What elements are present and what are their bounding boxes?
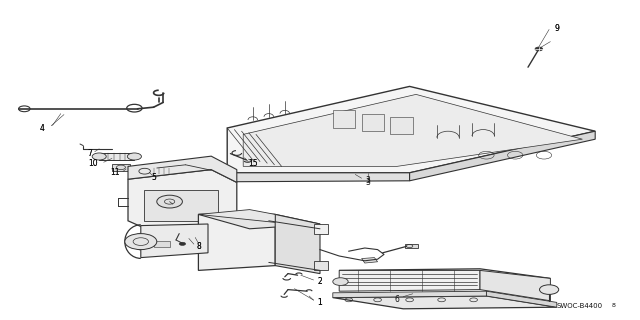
Text: 3: 3: [365, 178, 371, 187]
Text: 8: 8: [196, 242, 201, 251]
Bar: [405, 244, 418, 248]
Bar: [333, 110, 355, 128]
Text: 6: 6: [394, 295, 399, 304]
Text: 15: 15: [248, 159, 258, 168]
Circle shape: [125, 234, 157, 250]
Text: 5: 5: [151, 173, 156, 182]
Text: 7: 7: [87, 149, 92, 158]
Bar: [144, 190, 218, 221]
Text: 9: 9: [554, 24, 559, 33]
Polygon shape: [227, 86, 595, 173]
Text: 1: 1: [317, 298, 323, 307]
Bar: [314, 224, 328, 234]
Polygon shape: [128, 156, 237, 182]
Text: 10: 10: [88, 159, 98, 168]
Circle shape: [535, 47, 543, 51]
Polygon shape: [198, 210, 275, 222]
Circle shape: [157, 195, 182, 208]
Polygon shape: [333, 296, 557, 309]
Text: 8: 8: [611, 303, 615, 308]
Polygon shape: [339, 270, 480, 291]
Text: 7: 7: [87, 149, 92, 158]
Polygon shape: [339, 269, 550, 280]
Polygon shape: [333, 291, 486, 298]
Text: SWOC-B4400: SWOC-B4400: [557, 303, 603, 308]
Bar: [390, 117, 413, 134]
Text: 5: 5: [151, 173, 156, 182]
Polygon shape: [480, 270, 550, 301]
Circle shape: [179, 242, 186, 245]
Bar: [314, 261, 328, 270]
Bar: [362, 114, 384, 131]
Circle shape: [92, 153, 106, 160]
Circle shape: [127, 153, 141, 160]
Text: 3: 3: [365, 176, 371, 185]
Text: 10: 10: [88, 159, 98, 168]
Text: 11: 11: [111, 168, 120, 177]
Polygon shape: [486, 291, 557, 307]
Bar: [112, 164, 130, 171]
Text: 2: 2: [317, 277, 323, 286]
Text: 2: 2: [317, 277, 323, 286]
Polygon shape: [141, 224, 208, 258]
Text: 15: 15: [248, 159, 258, 168]
Bar: [138, 167, 152, 175]
Text: 1: 1: [317, 298, 323, 307]
Polygon shape: [128, 170, 237, 234]
Polygon shape: [275, 214, 320, 274]
Polygon shape: [227, 173, 410, 182]
Polygon shape: [410, 131, 595, 181]
Text: 9: 9: [554, 24, 559, 33]
Polygon shape: [362, 258, 378, 263]
Circle shape: [333, 278, 348, 285]
Text: 11: 11: [111, 168, 120, 177]
Bar: [154, 241, 170, 247]
Circle shape: [540, 285, 559, 294]
Bar: [99, 153, 134, 160]
Polygon shape: [198, 214, 320, 229]
Text: 8: 8: [196, 242, 201, 251]
Text: 4: 4: [39, 124, 44, 132]
Polygon shape: [243, 94, 582, 166]
Text: 1: 1: [317, 298, 323, 307]
Polygon shape: [198, 214, 275, 270]
Text: 4: 4: [39, 124, 44, 132]
Bar: [152, 168, 171, 174]
